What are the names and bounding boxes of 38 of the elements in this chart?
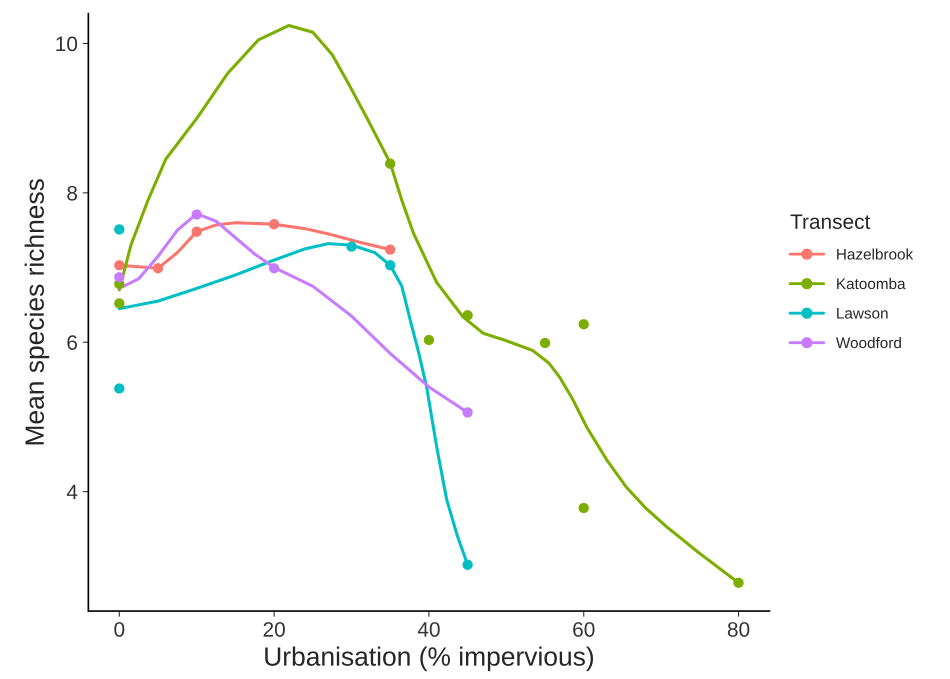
point: [578, 319, 589, 330]
point: [385, 260, 396, 270]
x-tick-label: 80: [728, 622, 750, 637]
y-tick-label: 8: [67, 186, 78, 201]
point: [268, 219, 280, 230]
point: [114, 298, 124, 309]
point: [152, 263, 164, 274]
point: [540, 338, 550, 348]
point: [385, 158, 396, 169]
x-tick-label: 60: [573, 622, 595, 637]
legend-label: Katoomba: [837, 278, 906, 290]
point: [733, 578, 744, 588]
x-tick-label: 20: [264, 622, 285, 637]
legend-label: Lawson: [837, 308, 888, 319]
point: [462, 560, 473, 570]
point: [268, 263, 280, 274]
point: [385, 244, 396, 255]
point: [114, 260, 124, 270]
y-axis-title: Mean species richness: [24, 179, 50, 444]
point: [192, 209, 202, 220]
point: [192, 226, 202, 237]
point: [114, 224, 124, 235]
y-tick-label: 4: [66, 484, 78, 500]
x-tick-label: 0: [114, 622, 124, 637]
x-axis-title: Urbanisation (% impervious): [265, 646, 594, 672]
point: [462, 407, 473, 418]
point: [424, 334, 434, 346]
y-tick-label: 10: [56, 36, 78, 52]
point: [114, 383, 124, 394]
point: [114, 272, 124, 282]
legend-label: Woodford: [836, 336, 901, 348]
point: [578, 502, 589, 514]
legend-title: Transect: [790, 214, 870, 230]
point: [462, 310, 473, 320]
y-tick-label: 6: [67, 335, 78, 350]
point: [346, 241, 357, 252]
x-tick-label: 40: [418, 622, 440, 637]
legend-label: Hazelbrook: [837, 248, 914, 260]
